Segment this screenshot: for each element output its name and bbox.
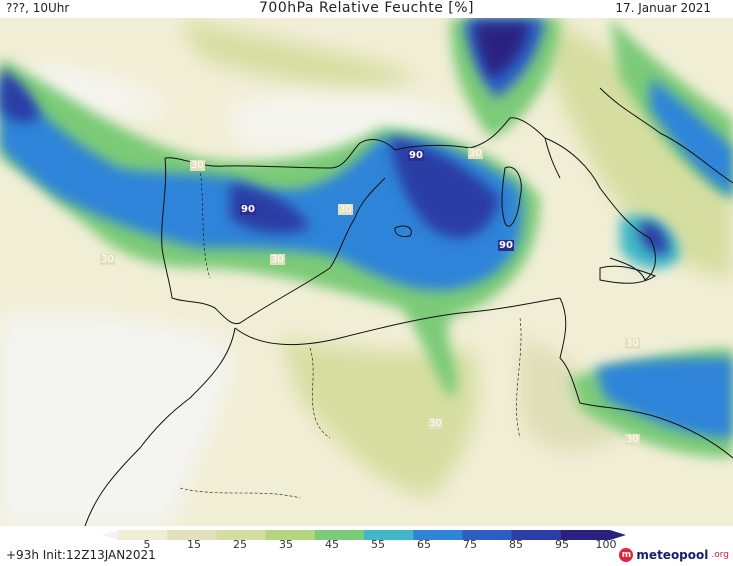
border-algeria-tunisia — [516, 317, 522, 439]
legend-swatch — [462, 530, 513, 540]
legend-swatch — [413, 530, 463, 540]
border-spain-portugal — [199, 167, 211, 279]
dark-core-alps — [475, 23, 530, 78]
dark-core-spain — [230, 183, 310, 234]
map-title: 700hPa Relative Feuchte [%] — [259, 0, 474, 16]
legend-swatch — [511, 530, 562, 540]
legend-swatch — [216, 530, 267, 540]
legend-tick: 55 — [371, 538, 385, 551]
contour-label-30: 30 — [100, 254, 115, 265]
coast-corsica-sardinia — [501, 166, 522, 227]
humidity-map: 30 30 30 30 30 30 30 90 90 90 30 — [0, 18, 733, 526]
legend-tick: 25 — [233, 538, 247, 551]
coast-italy — [544, 137, 656, 281]
brand-tld: .org — [711, 550, 729, 560]
legend-tick: 5 — [143, 538, 151, 551]
legend-swatch — [364, 530, 414, 540]
coastlines — [84, 87, 733, 526]
border-morocco-algeria — [309, 347, 331, 439]
legend-swatches — [118, 530, 611, 540]
country-borders — [179, 167, 522, 499]
legend-tick: 65 — [417, 538, 431, 551]
title-bar: ???, 10Uhr 700hPa Relative Feuchte [%] 1… — [0, 0, 733, 18]
legend-tick: 15 — [187, 538, 201, 551]
olive-band-north — [180, 18, 420, 87]
meteopool-logo[interactable]: m meteopool .org — [619, 548, 729, 562]
contour-label-30: 30 — [468, 148, 483, 159]
blue-band — [0, 78, 523, 291]
legend-tick: 45 — [325, 538, 339, 551]
coast-balearics — [394, 225, 412, 237]
coast-north-africa — [234, 297, 561, 345]
forecast-time: ???, 10Uhr — [6, 1, 70, 15]
legend-swatch — [314, 530, 365, 540]
dry-region-west — [0, 314, 230, 526]
olive-region-algeria — [280, 338, 478, 498]
olive-region-balkans — [540, 18, 733, 278]
legend-swatch — [167, 530, 217, 540]
legend-tick: 35 — [279, 538, 293, 551]
legend-tick: 100 — [595, 538, 617, 551]
coast-morocco — [84, 327, 236, 526]
color-legend: 5 15 25 35 45 55 65 75 85 95 100 — [0, 526, 733, 566]
coast-adriatic — [599, 87, 733, 184]
legend-swatch — [265, 530, 316, 540]
olive-region-tunisia — [520, 338, 620, 452]
coast-tunisia-libya — [559, 297, 733, 459]
map-canvas — [0, 18, 733, 526]
dark-core-calabria — [640, 222, 669, 255]
contour-label-30: 30 — [190, 160, 205, 171]
legend-arrow-left — [102, 530, 118, 540]
dark-core-atlantic — [0, 68, 40, 123]
contour-label-90: 90 — [408, 150, 424, 161]
contour-label-30: 30 — [625, 338, 640, 349]
legend-ticks: 5 15 25 35 45 55 65 75 85 95 100 — [0, 538, 733, 554]
legend-colorbar — [102, 530, 626, 540]
legend-tick: 95 — [555, 538, 569, 551]
coast-iberia — [161, 157, 386, 325]
border-sahara — [179, 487, 301, 499]
legend-swatch — [560, 530, 611, 540]
contour-label-90: 90 — [240, 204, 256, 215]
brand-name: meteopool — [636, 548, 709, 562]
contour-label-30: 30 — [625, 434, 640, 445]
init-time: +93h Init:12Z13JAN2021 — [6, 548, 156, 562]
contour-label-30: 30 — [270, 254, 285, 265]
legend-tick: 85 — [509, 538, 523, 551]
forecast-date: 17. Januar 2021 — [615, 1, 711, 15]
dark-core-gulf-lion — [390, 138, 500, 238]
coast-north-iberia-france — [164, 117, 561, 179]
meteopool-logo-icon: m — [619, 548, 634, 562]
coast-sicily — [599, 265, 657, 284]
legend-arrow-right — [610, 530, 626, 540]
contour-label-30: 30 — [428, 418, 443, 429]
blue-region-libya — [595, 358, 733, 438]
legend-tick: 75 — [463, 538, 477, 551]
contour-label-30: 30 — [338, 204, 353, 215]
legend-swatch — [118, 530, 168, 540]
contour-label-90: 90 — [498, 240, 514, 251]
